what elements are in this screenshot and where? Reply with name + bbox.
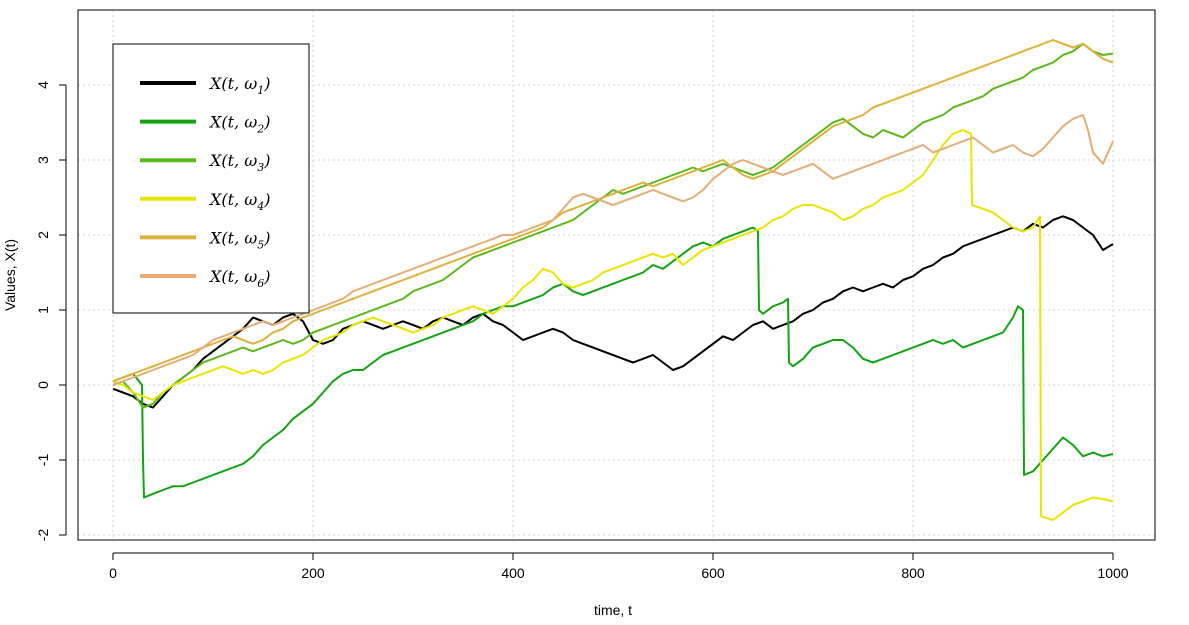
x-tick-label: 800 bbox=[901, 565, 925, 581]
series-line-3 bbox=[112, 42, 1114, 409]
series-line-5 bbox=[112, 39, 1114, 383]
legend-label-4: X(t, ω4) bbox=[208, 190, 271, 213]
legend-label-subscript: 4 bbox=[256, 200, 264, 213]
x-tick-label: 400 bbox=[501, 565, 525, 581]
legend-label-subscript: 5 bbox=[257, 238, 264, 251]
legend-label-6: X(t, ω6) bbox=[208, 267, 271, 290]
x-tick-label: 1000 bbox=[1097, 565, 1128, 581]
legend-label-1: X(t, ω1) bbox=[208, 74, 271, 97]
series-line-2 bbox=[112, 226, 1114, 499]
legend-label-subscript: 1 bbox=[257, 84, 264, 97]
series-line-4 bbox=[112, 129, 1114, 521]
legend-label-close: ) bbox=[263, 190, 270, 209]
legend-label-close: ) bbox=[263, 151, 270, 170]
legend-label-close: ) bbox=[263, 267, 270, 286]
y-tick-label: 0 bbox=[35, 381, 51, 389]
x-tick-label: 600 bbox=[701, 565, 725, 581]
legend-box bbox=[112, 43, 310, 314]
legend-label-close: ) bbox=[263, 228, 270, 247]
legend-label-subscript: 2 bbox=[256, 123, 264, 136]
legend-label-base: X(t, ω bbox=[208, 113, 257, 132]
legend-label-close: ) bbox=[263, 74, 270, 93]
legend-label-base: X(t, ω bbox=[208, 151, 257, 170]
y-tick-label: 1 bbox=[35, 306, 51, 314]
legend-label-base: X(t, ω bbox=[208, 190, 257, 209]
legend: X(t, ω1)X(t, ω2)X(t, ω3)X(t, ω4)X(t, ω5)… bbox=[112, 43, 310, 314]
plot-frame bbox=[77, 9, 1156, 541]
legend-label-base: X(t, ω bbox=[208, 267, 257, 286]
legend-label-3: X(t, ω3) bbox=[208, 151, 271, 174]
legend-label-base: X(t, ω bbox=[208, 228, 257, 247]
y-tick-label: -2 bbox=[35, 529, 51, 542]
series-line-1 bbox=[112, 215, 1114, 409]
y-axis-title: Values, X(t) bbox=[2, 239, 18, 311]
y-tick-label: -1 bbox=[35, 454, 51, 467]
legend-label-5: X(t, ω5) bbox=[208, 228, 271, 251]
series-line-6 bbox=[112, 114, 1114, 386]
series-lines bbox=[112, 39, 1114, 521]
y-tick-label: 3 bbox=[35, 156, 51, 164]
legend-label-base: X(t, ω bbox=[208, 74, 257, 93]
legend-label-subscript: 6 bbox=[257, 277, 264, 290]
legend-label-close: ) bbox=[263, 113, 270, 132]
legend-label-subscript: 3 bbox=[257, 161, 264, 174]
x-tick-label: 200 bbox=[301, 565, 325, 581]
legend-label-2: X(t, ω2) bbox=[208, 113, 271, 136]
axes: 0 200 400 600 800 1000 -2 -1 0 1 2 3 4 bbox=[35, 81, 1129, 581]
x-tick-label: 0 bbox=[109, 565, 117, 581]
y-tick-label: 2 bbox=[35, 231, 51, 239]
x-axis-title: time, t bbox=[594, 602, 632, 618]
y-tick-label: 4 bbox=[35, 81, 51, 89]
